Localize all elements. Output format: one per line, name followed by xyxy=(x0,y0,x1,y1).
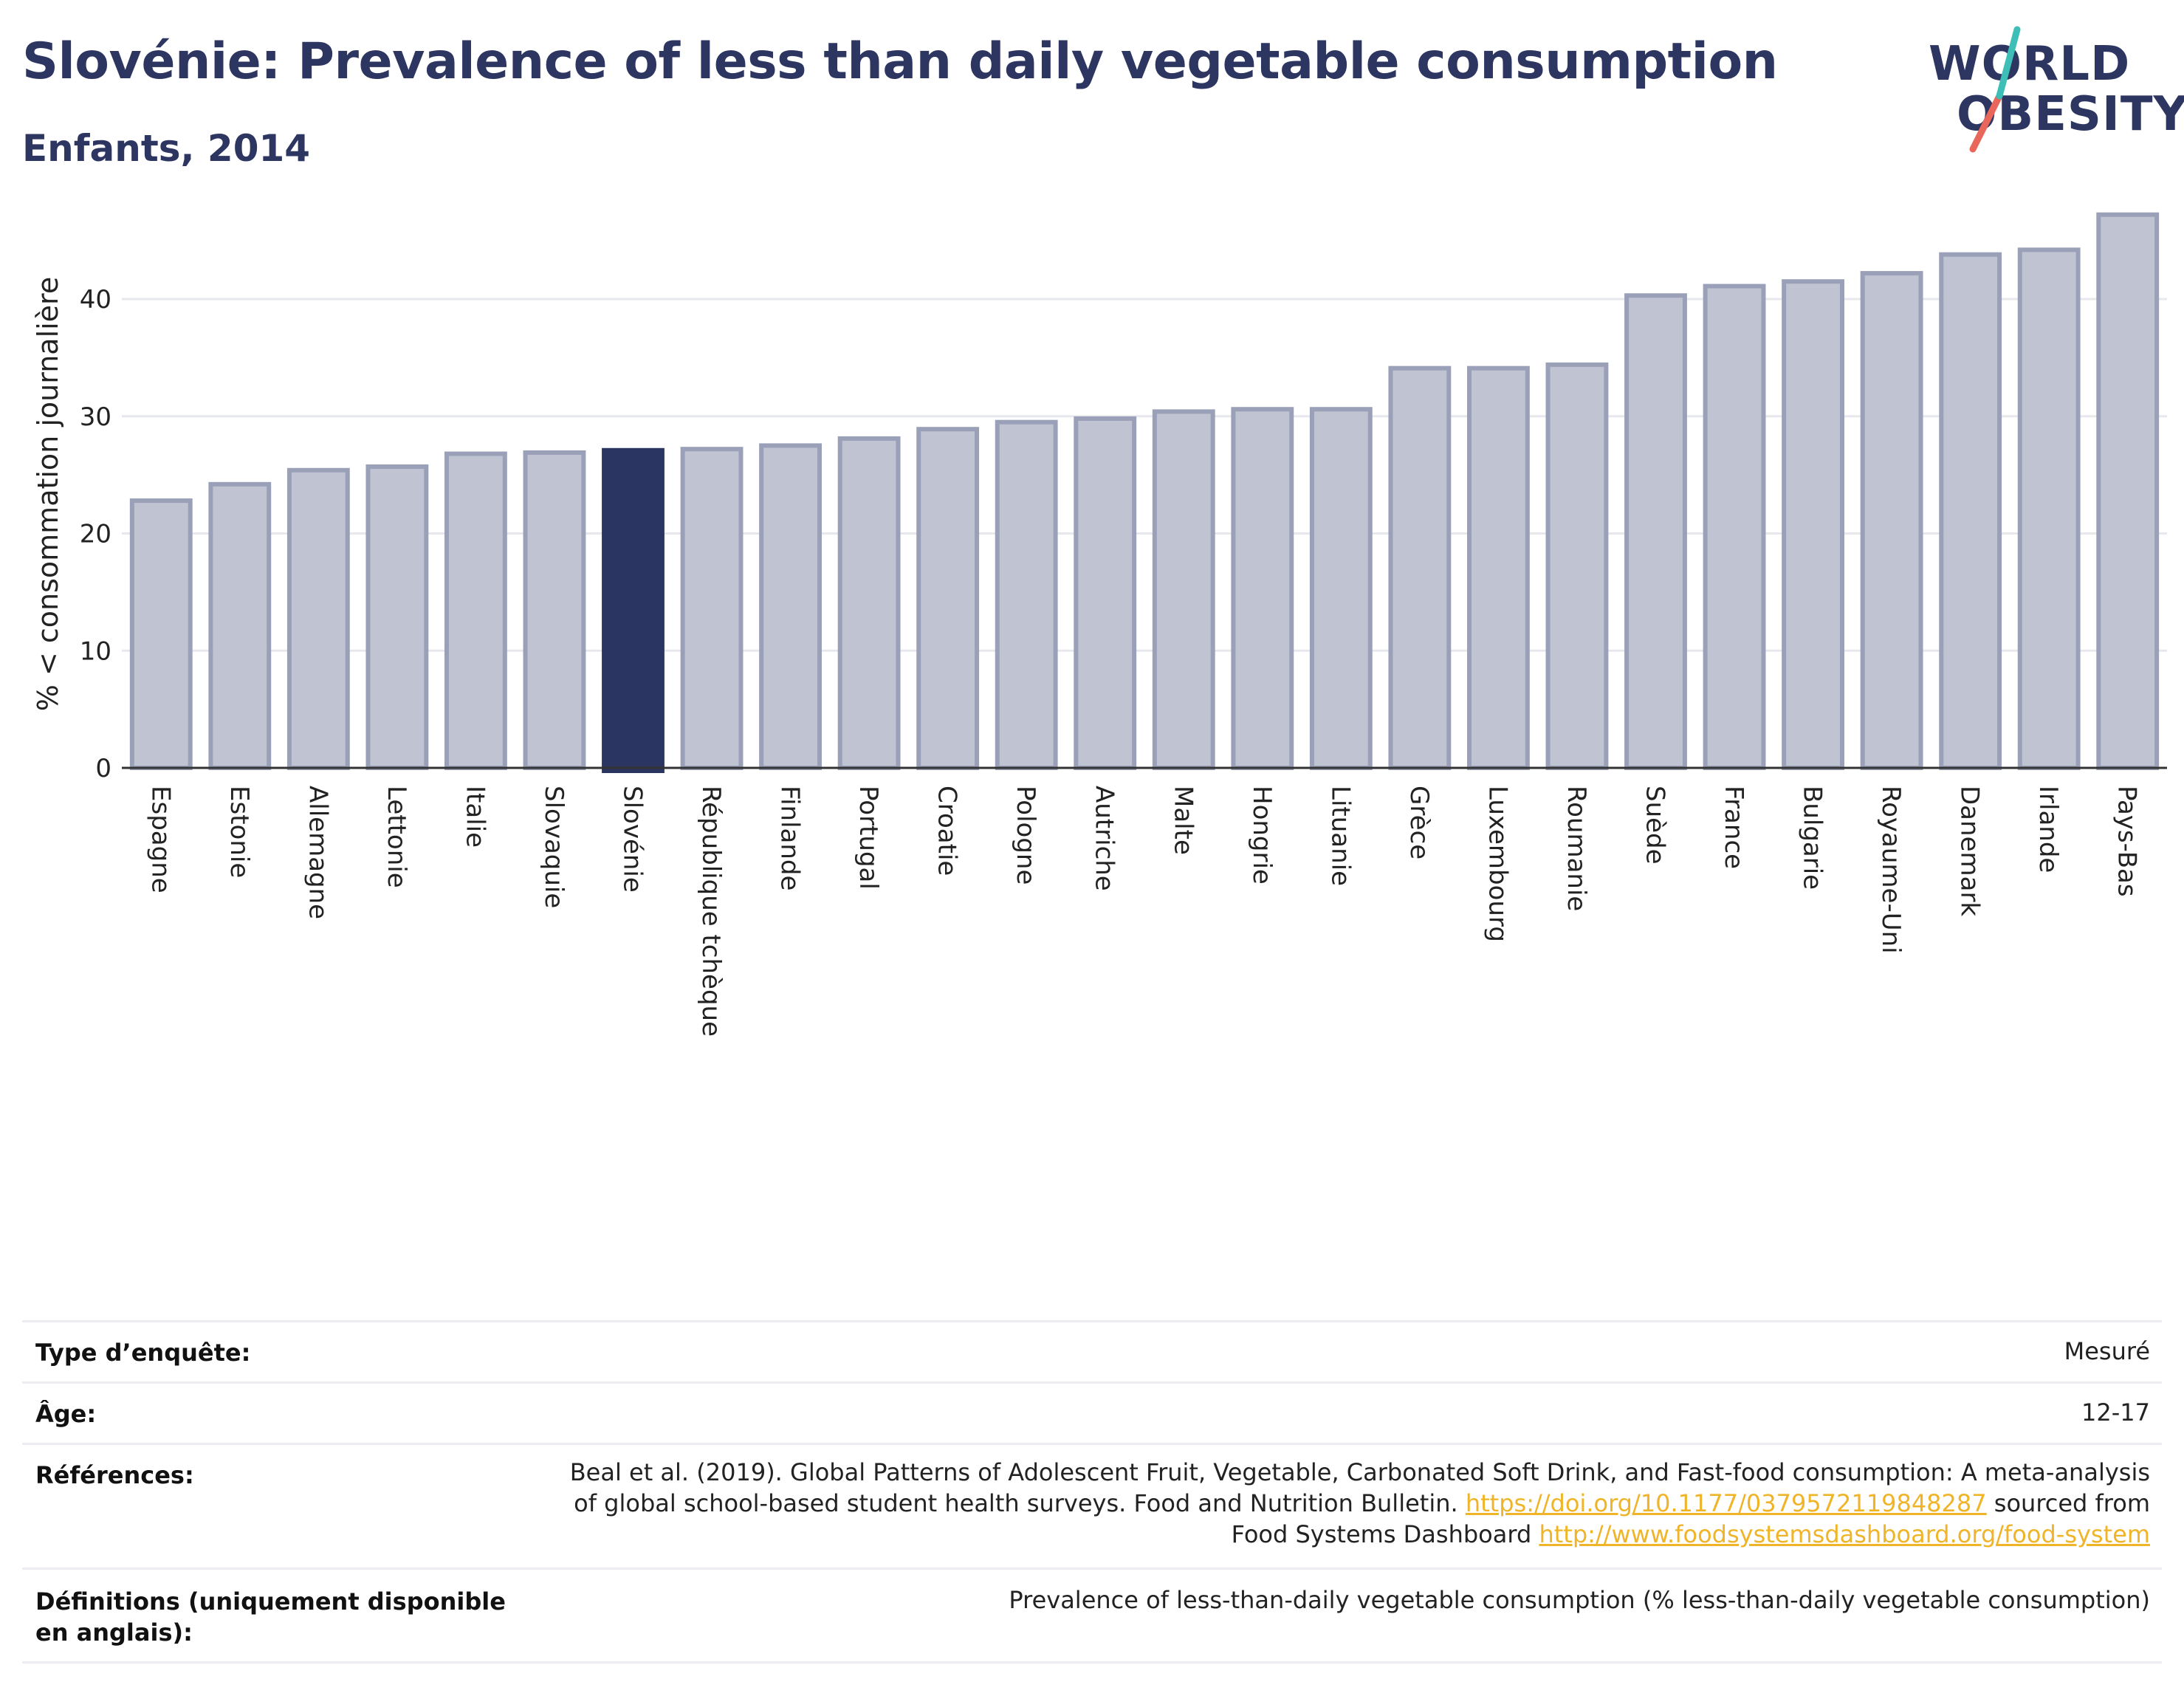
y-tick-label: 30 xyxy=(80,402,111,432)
bar-malte xyxy=(1152,409,1215,771)
info-row-references: Références: Beal et al. (2019). Global P… xyxy=(22,1443,2162,1568)
info-label: Définitions (uniquement disponible en an… xyxy=(35,1587,506,1647)
logo-slash-upper xyxy=(1996,26,2021,100)
doi-link[interactable]: https://doi.org/10.1177/0379572119848287 xyxy=(1465,1489,1987,1517)
bar-royaume-uni xyxy=(1860,271,1923,770)
x-tick-label: Luxembourg xyxy=(1483,786,1512,942)
y-tick-label: 20 xyxy=(80,520,111,549)
x-tick-label: Estonie xyxy=(224,786,254,878)
x-tick-label: Grèce xyxy=(1404,786,1434,859)
bar-allemagne xyxy=(286,467,350,771)
x-tick-label: Finlande xyxy=(775,786,805,890)
info-value: Mesuré xyxy=(2064,1337,2150,1365)
x-tick-label: Hongrie xyxy=(1247,786,1277,885)
y-tick-label: 0 xyxy=(95,754,111,783)
x-tick-label: Roumanie xyxy=(1562,786,1591,911)
x-tick-label: Slovaquie xyxy=(539,786,569,908)
bar-portugal xyxy=(837,436,901,770)
info-row-age: Âge: 12-17 xyxy=(22,1381,2162,1443)
logo-line-1: WORLD xyxy=(1929,37,2131,92)
y-tick-label: 40 xyxy=(80,285,111,315)
x-tick-label: Italie xyxy=(460,786,490,848)
reference-line-3: Food Systems Dashboard http://www.foodsy… xyxy=(570,1519,2150,1550)
bar-hongrie xyxy=(1231,407,1294,770)
bars xyxy=(129,212,2160,773)
x-tick-label: Danemark xyxy=(1955,786,1985,916)
info-label: Références: xyxy=(35,1461,194,1489)
x-tick-label: Croatie xyxy=(933,786,962,876)
info-value-references: Beal et al. (2019). Global Patterns of A… xyxy=(570,1457,2150,1550)
info-value: 12-17 xyxy=(2081,1398,2150,1427)
bar-pologne xyxy=(995,419,1058,770)
bar-luxembourg xyxy=(1467,365,1530,771)
x-tick-label: Allemagne xyxy=(303,786,332,919)
bar-autriche xyxy=(1074,416,1137,770)
x-tick-label: Portugal xyxy=(854,786,883,890)
info-table: Type d’enquête: Mesuré Âge: 12-17 Référe… xyxy=(22,1320,2162,1664)
bar-slovénie xyxy=(602,447,665,773)
x-tick-label: Lituanie xyxy=(1325,786,1355,886)
world-obesity-logo: WORLD OBESITY xyxy=(1927,22,2184,155)
bar-slovaquie xyxy=(523,450,586,771)
y-tick-label: 10 xyxy=(80,636,111,666)
x-tick-label: Royaume-Uni xyxy=(1876,786,1906,954)
reference-line-1: Beal et al. (2019). Global Patterns of A… xyxy=(569,1458,2150,1486)
chart-subtitle: Enfants, 2014 xyxy=(22,127,311,170)
y-tick-labels: 0 10 20 30 40 xyxy=(80,285,111,783)
bar-suède xyxy=(1624,293,1687,770)
info-label: Type d’enquête: xyxy=(35,1339,251,1367)
grid-lines xyxy=(122,298,2167,652)
logo-line-2: OBESITY xyxy=(1957,87,2184,142)
bar-pays-bas xyxy=(2096,212,2160,770)
x-tick-labels: Espagne Estonie Allemagne Lettonie Italie Slo… xyxy=(145,786,2141,1037)
x-tick-label: Slovénie xyxy=(618,786,648,893)
bar-espagne xyxy=(129,498,193,770)
bar-france xyxy=(1703,284,1766,771)
bar-république-tchèque xyxy=(680,447,744,770)
bar-croatie xyxy=(916,427,980,771)
bar-finlande xyxy=(759,443,822,770)
reference-line-2: of global school-based student health su… xyxy=(570,1488,2150,1519)
x-tick-label: Pologne xyxy=(1011,786,1040,885)
bar-chart: 0 10 20 30 40 Espagne Estonie Allemagne Lettoni… xyxy=(32,212,2167,1037)
info-row-definitions: Définitions (uniquement disponible en an… xyxy=(22,1568,2162,1664)
x-tick-label: Lettonie xyxy=(382,786,411,888)
reference-text: sourced from xyxy=(1986,1489,2150,1517)
food-systems-link[interactable]: http://www.foodsystemsdashboard.org/food… xyxy=(1539,1520,2150,1548)
x-tick-label: Autriche xyxy=(1090,786,1119,891)
y-axis-label: % < consommation journalière xyxy=(32,277,64,711)
bar-italie xyxy=(444,451,507,770)
x-tick-label: République tchèque xyxy=(696,786,726,1037)
reference-text: of global school-based student health su… xyxy=(574,1489,1466,1517)
x-tick-label: Pays-Bas xyxy=(2112,786,2142,897)
bar-lettonie xyxy=(365,464,429,770)
x-tick-label: Suède xyxy=(1641,786,1670,865)
info-label: Âge: xyxy=(35,1400,97,1428)
logo-slash-icon xyxy=(1969,26,2021,153)
bar-lituanie xyxy=(1309,407,1373,770)
x-tick-label: France xyxy=(1719,786,1748,869)
x-tick-label: Espagne xyxy=(145,786,175,893)
info-row-survey-type: Type d’enquête: Mesuré xyxy=(22,1320,2162,1381)
bar-irlande xyxy=(2017,247,2081,770)
x-tick-label: Irlande xyxy=(2033,786,2063,873)
bar-danemark xyxy=(1939,252,2002,770)
bar-roumanie xyxy=(1545,362,1609,770)
reference-text: Food Systems Dashboard xyxy=(1231,1520,1539,1548)
x-tick-label: Bulgarie xyxy=(1798,786,1827,890)
logo-slash-lower xyxy=(1969,92,2003,153)
chart-title: Slovénie: Prevalence of less than daily … xyxy=(22,32,1778,91)
bar-grèce xyxy=(1388,365,1452,771)
bar-estonie xyxy=(208,481,272,770)
x-tick-label: Malte xyxy=(1168,786,1198,855)
info-value: Prevalence of less-than-daily vegetable … xyxy=(1009,1586,2150,1614)
bar-bulgarie xyxy=(1782,279,1844,770)
